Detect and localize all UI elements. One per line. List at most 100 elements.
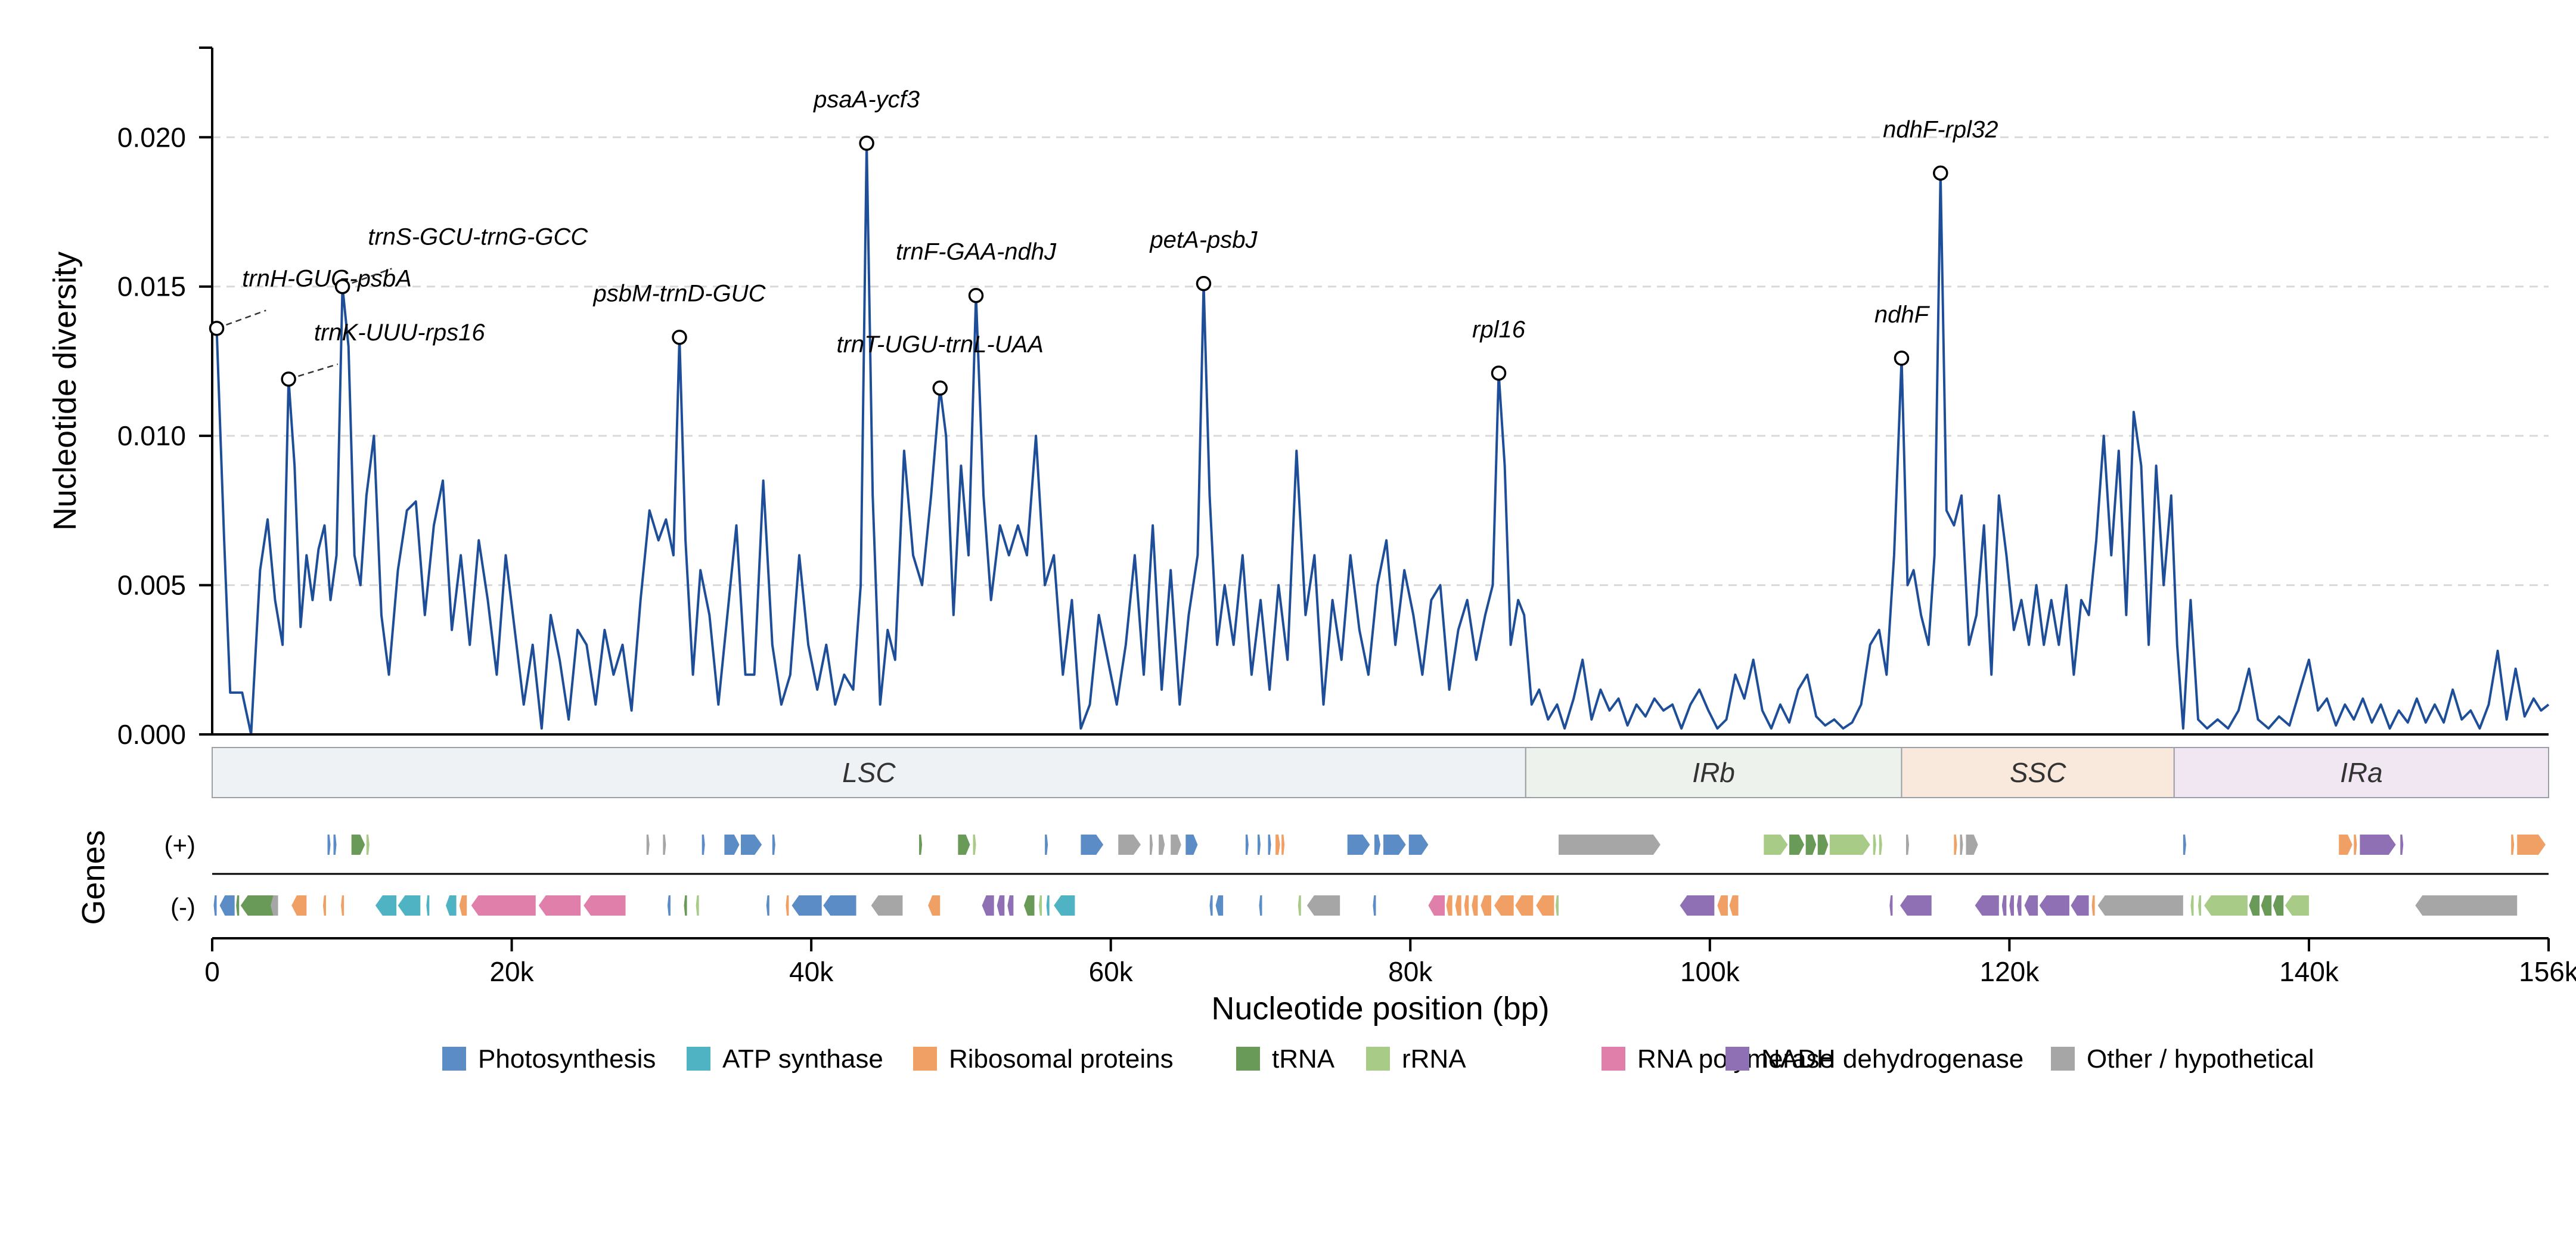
gene-ribo [928,895,941,916]
gene-ribo [2339,835,2352,855]
peak-marker [859,135,874,151]
gene-rrna [2190,895,2194,916]
gene-other [1559,835,1661,855]
gene-photo [702,835,705,855]
gene-atp [398,895,421,916]
strand-label-minus: (-) [170,893,195,921]
gene-ndh [2400,835,2404,855]
gene-photo [327,835,331,855]
gene-ribo [1515,895,1534,916]
gene-trna [958,835,970,855]
gene-ribo [1717,895,1728,916]
gene-ndh [1889,895,1893,916]
gene-other [646,835,650,855]
genes-axis-label: Genes [76,830,111,925]
gene-atp [375,895,397,916]
gene-photo [1185,835,1198,855]
gene-photo [1373,895,1376,916]
gene-other [1966,835,1978,855]
gene-rrna [1879,835,1882,855]
gene-rrna [2198,895,2202,916]
legend-swatch [442,1047,466,1071]
axes: 0.000 0.005 0.010 0.015 0.020 0 20k 40k 60k 80k 10… [117,46,2576,987]
gene-ndh [1975,895,1999,916]
gene-ribo [1729,895,1739,916]
gene-rnapol [538,895,581,916]
x-tick-label: 80k [1388,956,1433,987]
y-tick-label: 0.020 [117,122,186,153]
gene-ribo [2511,835,2515,855]
gene-ribo [1455,895,1461,916]
grid-lines [212,136,2549,587]
gene-atp [426,895,430,916]
gene-photo [333,835,337,855]
gene-photo [1245,835,1249,855]
region-label: IRb [1692,757,1735,788]
y-tick-label: 0.010 [117,420,186,451]
gene-ribo [1446,895,1453,916]
gene-ribo [322,895,326,916]
peak-marker [1894,351,1910,366]
region-ssc [1901,747,2175,798]
gene-other [1171,835,1181,855]
gene-rrna [2285,895,2309,916]
gene-photo [213,895,217,916]
gene-ribo [459,895,467,916]
gene-rrna [1829,835,1870,855]
region-irb [1525,747,1902,798]
gene-photo [2183,835,2186,855]
peak-marker [1196,275,1212,291]
peak-label: ndhF [1874,302,1931,328]
legend-label: ATP synthase [722,1044,883,1074]
x-tick-label: 156k [2519,956,2576,987]
gene-photo [1259,895,1262,916]
gene-rrna [1556,895,1559,916]
gene-trna [351,835,365,855]
gene-atp [1054,895,1075,916]
gene-photo [772,835,775,855]
gene-ndh [2001,895,2007,916]
gene-other [2097,895,2183,916]
peak-label: trnT-UGU-trnL-UAA [836,331,1043,358]
region-label: SSC [2010,757,2066,788]
gene-atp [446,895,457,916]
gene-trna [1817,835,1829,855]
region-bar: LSC IRb SSC IRa [212,747,2550,798]
gene-ndh [2024,895,2038,916]
gene-rnapol [471,895,536,916]
gene-photo [219,895,235,916]
gene-photo [823,895,856,916]
gene-ribo [1472,895,1478,916]
x-tick-label: 120k [1980,956,2040,987]
gene-other [1906,835,1910,855]
gene-other [1306,895,1340,916]
gene-rrna [1039,895,1042,916]
gene-ndh [982,895,994,916]
gene-ribo [1464,895,1469,916]
strand-label-plus: (+) [165,831,196,859]
gene-ribo [1275,835,1280,855]
peak-marker [334,278,350,294]
x-tick-label: 0 [204,956,220,987]
gene-other [1159,835,1165,855]
peak-leader-line [216,309,266,329]
legend-label: Photosynthesis [478,1044,656,1074]
peak-label: ndhF-rpl32 [1883,116,1998,142]
legend-label: tRNA [1272,1044,1335,1074]
legend-swatch [1366,1047,1390,1071]
y-tick-label: 0.005 [117,570,186,601]
x-axis-title: Nucleotide position (bp) [1211,991,1549,1026]
gene-other [1150,835,1153,855]
legend-swatch [1236,1047,1260,1071]
peak-marker [1491,365,1507,381]
gene-other [871,895,903,916]
legend-swatch [1602,1047,1625,1071]
gene-ribo [1281,835,1285,855]
gene-ndh [997,895,1005,916]
gene-trna [240,895,275,916]
gene-rrna [696,895,699,916]
gene-ndh [2360,835,2396,855]
peak-marker [968,287,984,303]
legend-swatch [1725,1047,1749,1071]
